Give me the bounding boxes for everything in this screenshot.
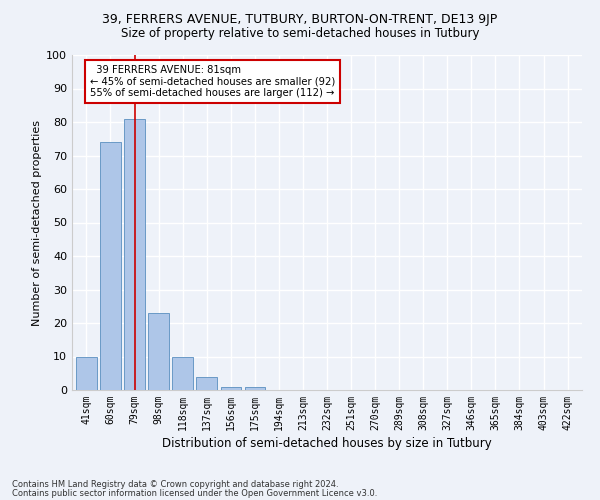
Bar xyxy=(172,356,193,390)
X-axis label: Distribution of semi-detached houses by size in Tutbury: Distribution of semi-detached houses by … xyxy=(162,437,492,450)
Text: 39, FERRERS AVENUE, TUTBURY, BURTON-ON-TRENT, DE13 9JP: 39, FERRERS AVENUE, TUTBURY, BURTON-ON-T… xyxy=(103,12,497,26)
Bar xyxy=(124,118,145,390)
Text: Contains HM Land Registry data © Crown copyright and database right 2024.: Contains HM Land Registry data © Crown c… xyxy=(12,480,338,489)
Bar xyxy=(100,142,121,390)
Bar xyxy=(196,376,217,390)
Y-axis label: Number of semi-detached properties: Number of semi-detached properties xyxy=(32,120,42,326)
Text: Size of property relative to semi-detached houses in Tutbury: Size of property relative to semi-detach… xyxy=(121,28,479,40)
Text: 39 FERRERS AVENUE: 81sqm
← 45% of semi-detached houses are smaller (92)
55% of s: 39 FERRERS AVENUE: 81sqm ← 45% of semi-d… xyxy=(90,65,335,98)
Text: Contains public sector information licensed under the Open Government Licence v3: Contains public sector information licen… xyxy=(12,488,377,498)
Bar xyxy=(148,313,169,390)
Bar xyxy=(76,356,97,390)
Bar xyxy=(221,386,241,390)
Bar xyxy=(245,386,265,390)
